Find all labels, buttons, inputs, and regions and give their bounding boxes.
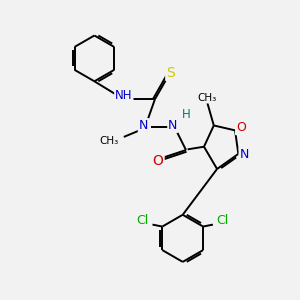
Text: N: N <box>168 119 178 132</box>
Text: CH₃: CH₃ <box>197 93 216 103</box>
Text: Cl: Cl <box>136 214 149 227</box>
Text: N: N <box>139 119 148 132</box>
Text: S: S <box>166 66 175 80</box>
Text: O: O <box>236 121 246 134</box>
Text: N: N <box>239 148 249 161</box>
Text: H: H <box>182 108 190 121</box>
Text: Cl: Cl <box>217 214 229 227</box>
Text: CH₃: CH₃ <box>100 136 119 146</box>
Text: NH: NH <box>115 89 133 102</box>
Text: O: O <box>153 154 164 169</box>
